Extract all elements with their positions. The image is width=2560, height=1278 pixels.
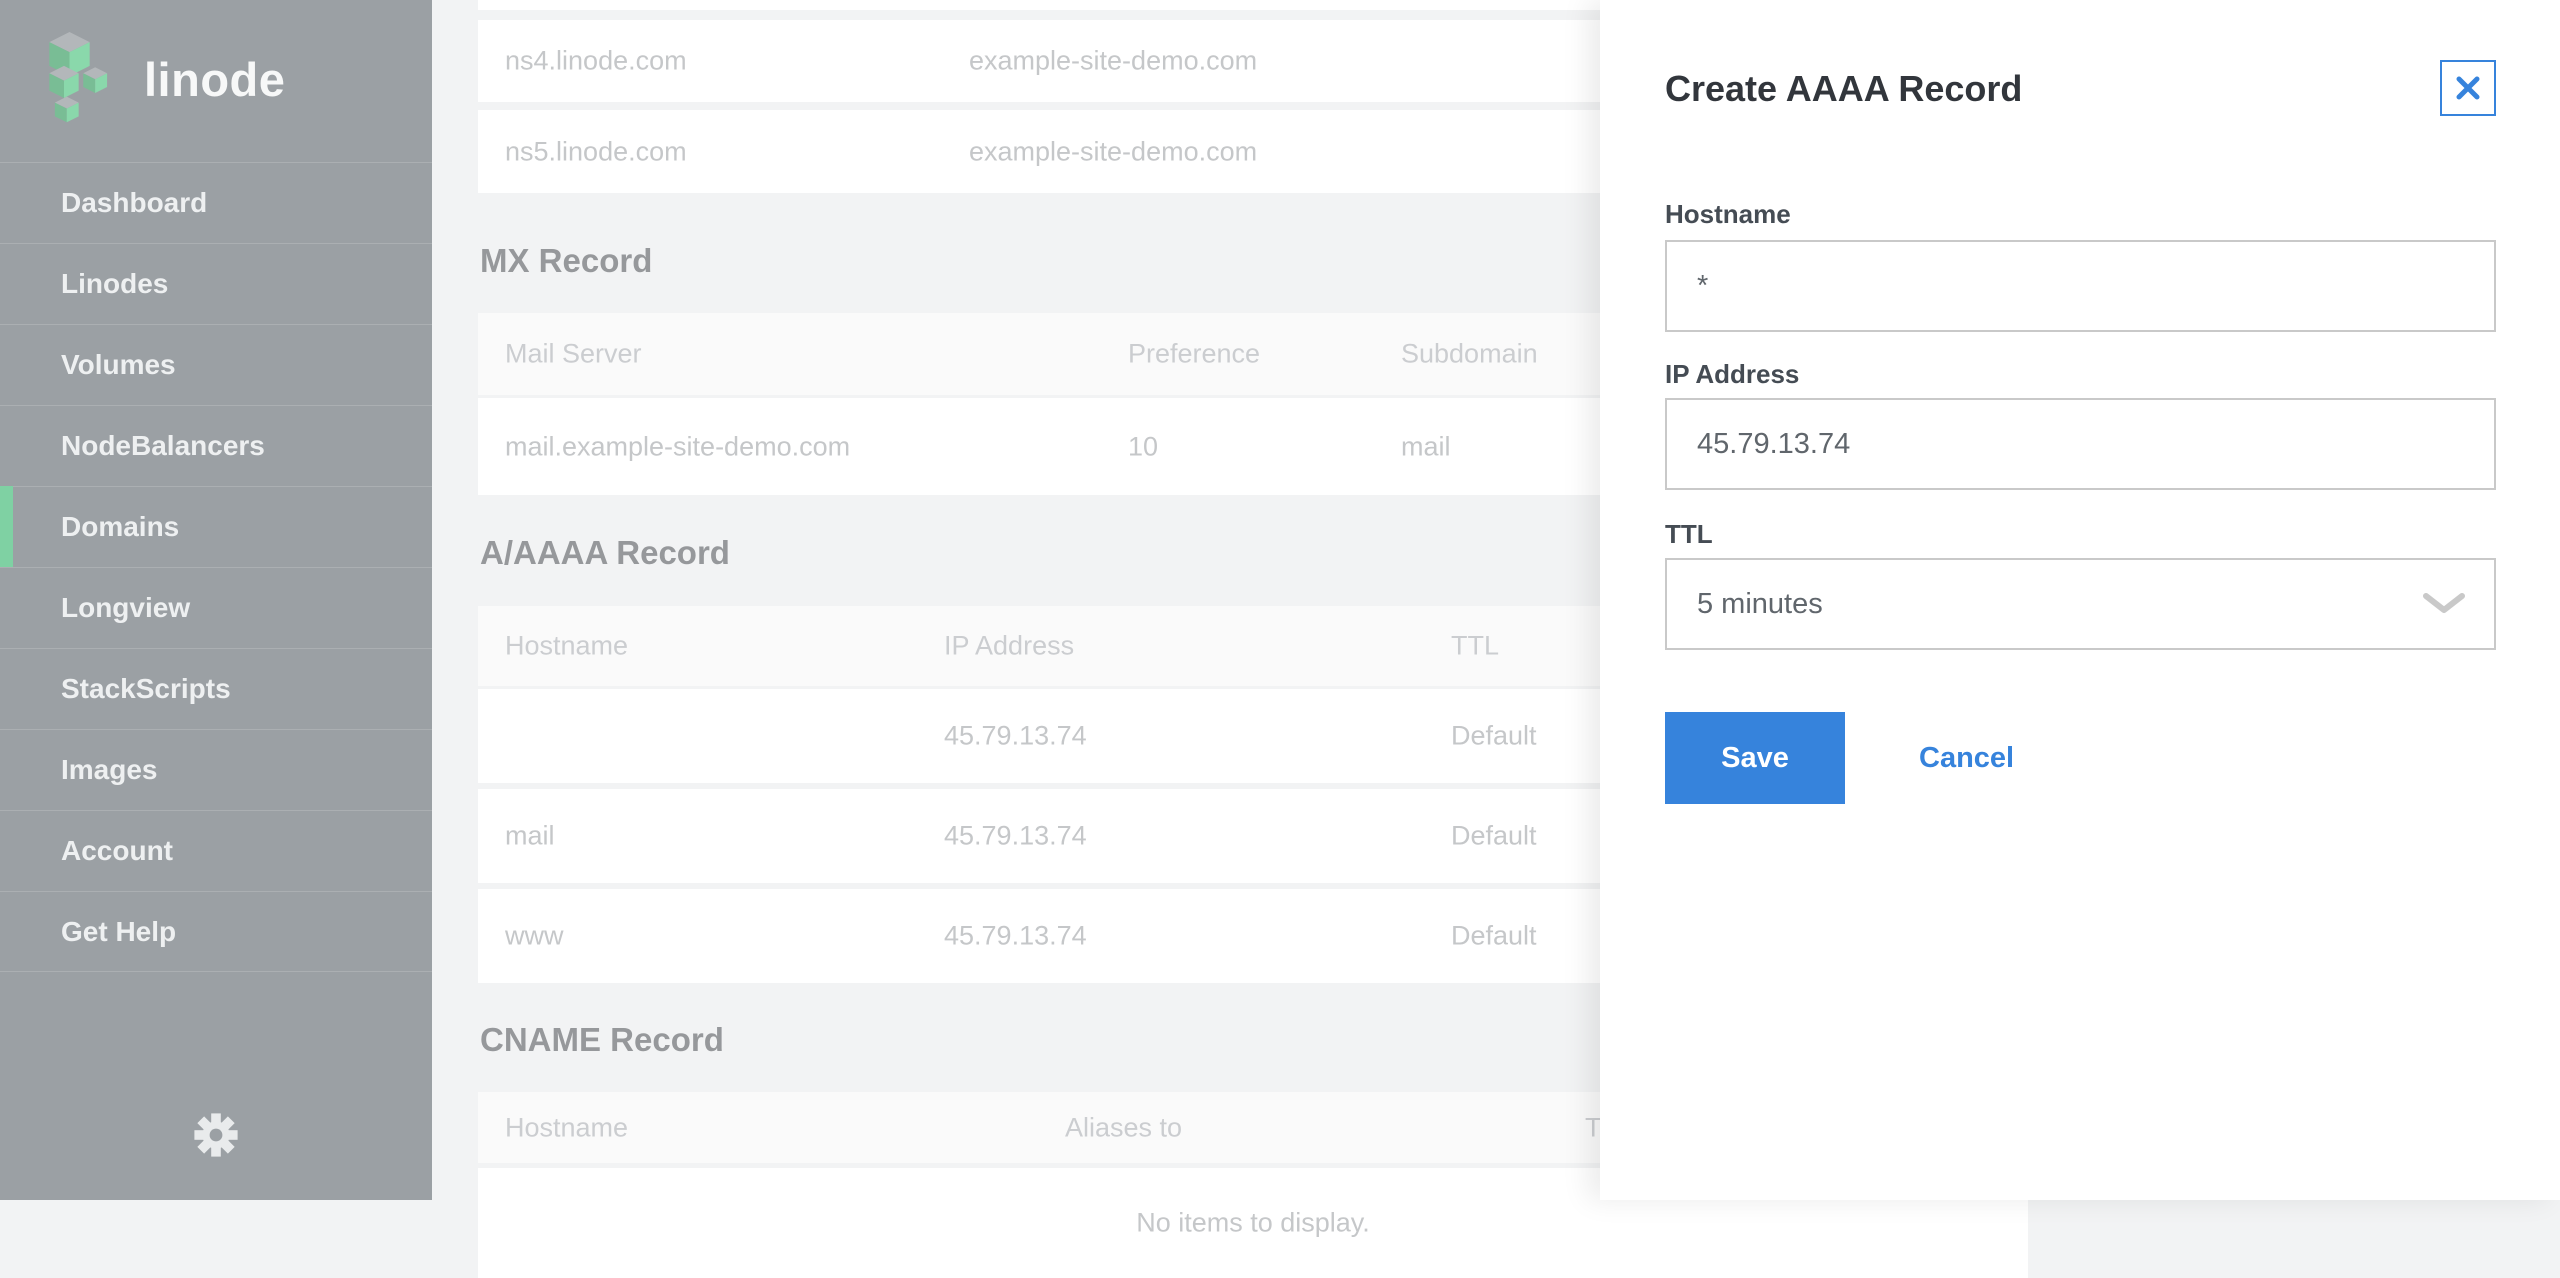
hostname-label: Hostname [1665,199,1791,229]
ttl-selected-value: 5 minutes [1697,587,1823,620]
linode-logo[interactable]: linode [0,0,432,126]
close-icon [2456,76,2480,100]
a-ttl: Default [1451,920,1537,951]
close-drawer-button[interactable] [2440,60,2496,116]
ip-address-label: IP Address [1665,359,1800,389]
a-ip: 45.79.13.74 [944,820,1087,851]
empty-table-message: No items to display. [1136,1207,1370,1238]
a-ttl: Default [1451,720,1537,751]
settings-button[interactable] [0,1111,432,1164]
sidebar-item-stackscripts[interactable]: StackScripts [0,648,432,729]
column-header: Hostname [505,630,629,661]
sidebar-item-dashboard[interactable]: Dashboard [0,162,432,243]
drawer-actions: Save Cancel [1665,712,2496,804]
sidebar-item-images[interactable]: Images [0,729,432,810]
sidebar-item-account[interactable]: Account [0,810,432,891]
column-header: Hostname [505,1112,629,1143]
ttl-label: TTL [1665,519,1713,549]
ip-address-input[interactable]: 45.79.13.74 [1665,398,2496,490]
mx-section-title: MX Record [480,242,653,279]
ns-name: ns5.linode.com [505,136,687,166]
hostname-input[interactable]: * [1665,240,2496,332]
column-header: Subdomain [1401,338,1538,369]
column-header: Preference [1128,338,1261,369]
sidebar-item-domains[interactable]: Domains [0,486,432,567]
drawer-title: Create AAAA Record [1665,68,2023,109]
a-aaaa-section-title: A/AAAA Record [480,534,730,572]
ns-name: ns4.linode.com [505,45,687,76]
sidebar-item-longview[interactable]: Longview [0,567,432,648]
mx-preference: 10 [1128,431,1159,462]
column-header: TTL [1451,630,1500,661]
ns-subdomain: example-site-demo.com [969,136,1258,166]
column-header: Mail Server [505,338,642,369]
a-ip: 45.79.13.74 [944,920,1087,951]
a-ip: 45.79.13.74 [944,720,1087,751]
sidebar-item-volumes[interactable]: Volumes [0,324,432,405]
cancel-button[interactable]: Cancel [1913,741,2020,776]
drawer-header: Create AAAA Record [1665,60,2496,118]
hostname-value: * [1697,269,1709,302]
sidebar-item-linodes[interactable]: Linodes [0,243,432,324]
gear-icon [194,1113,238,1157]
sidebar-item-nodebalancers[interactable]: NodeBalancers [0,405,432,486]
column-header: IP Address [944,630,1075,661]
save-button[interactable]: Save [1665,712,1845,804]
cname-section-title: CNAME Record [480,1020,724,1058]
column-header: Aliases to [1065,1112,1183,1143]
a-hostname: mail [505,820,555,851]
linode-cubes-icon [49,32,108,123]
sidebar: linode Dashboard Linodes Volumes NodeBal… [0,0,432,1200]
a-ttl: Default [1451,820,1537,851]
sidebar-item-get-help[interactable]: Get Help [0,891,432,972]
a-hostname: www [505,920,564,951]
mx-subdomain: mail [1401,431,1451,462]
ip-address-value: 45.79.13.74 [1697,427,1851,460]
chevron-down-icon [2423,593,2465,613]
ns-subdomain: example-site-demo.com [969,45,1258,76]
ttl-select[interactable]: 5 minutes [1665,558,2496,650]
create-aaaa-record-drawer: Create AAAA Record Hostname * IP Address… [1600,0,2560,1200]
logo-wordmark: linode [144,52,286,106]
mx-mail-server: mail.example-site-demo.com [505,431,851,462]
partial-row-top [478,0,2028,10]
sidebar-nav: Dashboard Linodes Volumes NodeBalancers … [0,162,432,972]
